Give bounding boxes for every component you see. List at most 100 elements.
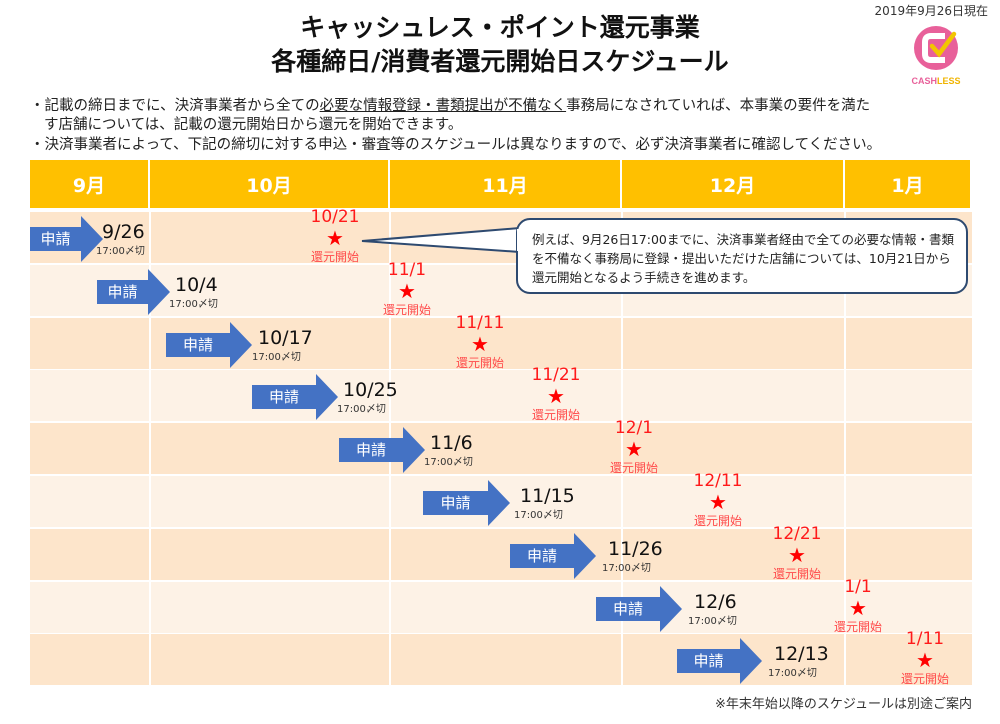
deadline-date: 12/13 <box>774 643 829 666</box>
apply-label: 申請 <box>526 546 557 565</box>
start-date: 11/21 <box>531 365 581 386</box>
footnote: ※年末年始以降のスケジュールは別途ご案内 <box>715 697 972 712</box>
start-date: 12/21 <box>772 523 822 544</box>
start-label: 還元開始 <box>772 566 821 581</box>
apply-label: 申請 <box>693 652 724 671</box>
apply-label: 申請 <box>268 388 299 407</box>
deadline-date: 10/4 <box>175 273 218 296</box>
star-icon: ★ <box>625 437 643 462</box>
start-date: 12/11 <box>693 471 743 491</box>
start-date: 10/21 <box>310 207 360 227</box>
month-header: 11月 <box>390 160 622 208</box>
deadline: 12/6 17:00〆切 <box>688 590 737 627</box>
schedule-row <box>30 370 972 422</box>
deadline-date: 11/26 <box>608 537 663 560</box>
arrow-shape <box>677 638 762 685</box>
month-header: 1月 <box>845 160 972 208</box>
deadline-time: 17:00〆切 <box>514 510 563 521</box>
arrow-shape <box>30 216 103 262</box>
star-icon: ★ <box>326 226 344 250</box>
apply-label: 申請 <box>40 230 71 248</box>
apply-arrow: 申請 <box>677 635 762 691</box>
apply-arrow: 申請 <box>166 319 252 375</box>
apply-arrow: 申請 <box>339 424 425 480</box>
apply-arrow: 申請 <box>97 266 170 322</box>
deadline: 12/13 17:00〆切 <box>768 643 829 679</box>
deadline-date: 12/6 <box>694 590 737 613</box>
schedule-row <box>30 528 972 580</box>
deadline-time: 17:00〆切 <box>96 246 145 257</box>
as-of-date: 2019年9月26日現在 <box>874 4 988 18</box>
start-label: 還元開始 <box>382 302 431 317</box>
deadline-date: 11/15 <box>520 485 575 507</box>
arrow-shape <box>510 532 596 579</box>
star-icon: ★ <box>788 542 806 567</box>
start-date: 12/1 <box>614 418 654 439</box>
refund-start: 12/1 ★ 還元開始 <box>594 418 674 476</box>
apply-arrow: 申請 <box>510 530 596 586</box>
example-callout: 例えば、9月26日17:00までに、決済事業者経由で全ての必要な情報・書類を不備… <box>516 218 968 294</box>
star-icon: ★ <box>709 490 727 514</box>
column-divider <box>149 210 151 685</box>
deadline: 10/4 17:00〆切 <box>169 273 218 310</box>
deadline-time: 17:00〆切 <box>252 351 301 363</box>
schedule-row <box>30 634 972 686</box>
refund-start: 10/21 ★ 還元開始 <box>295 207 375 265</box>
refund-start: 11/11 ★ 還元開始 <box>440 313 520 371</box>
refund-start: 1/1 ★ 還元開始 <box>818 577 898 635</box>
apply-arrow: 申請 <box>423 477 510 533</box>
start-label: 還元開始 <box>455 355 504 370</box>
note-1-line2: す店舗については、記載の還元開始日から還元を開始できます。 <box>44 117 463 133</box>
deadline: 11/26 17:00〆切 <box>602 537 663 574</box>
start-label: 還元開始 <box>531 408 580 423</box>
deadline: 10/25 17:00〆切 <box>337 380 398 415</box>
apply-label: 申請 <box>440 494 471 512</box>
schedule-row <box>30 423 972 475</box>
deadline-time: 17:00〆切 <box>768 668 817 680</box>
apply-label: 申請 <box>612 599 643 618</box>
deadline-time: 17:00〆切 <box>424 457 473 469</box>
month-header: 10月 <box>150 160 390 208</box>
start-label: 還元開始 <box>833 619 882 634</box>
arrow-shape <box>423 480 510 526</box>
cashless-logo: CASHLESS <box>908 24 964 88</box>
column-divider <box>621 210 623 685</box>
star-icon: ★ <box>398 278 416 303</box>
deadline-time: 17:00〆切 <box>169 298 218 310</box>
callout-pointer-mask <box>517 229 523 251</box>
arrow-shape <box>252 374 338 421</box>
svg-text:CASHLESS: CASHLESS <box>911 76 960 86</box>
deadline-date: 10/17 <box>258 326 313 349</box>
deadline-date: 11/6 <box>430 432 473 455</box>
deadline-time: 17:00〆切 <box>602 562 651 574</box>
page-title: キャッシュレス・ポイント還元事業 <box>300 13 700 42</box>
apply-arrow: 申請 <box>252 371 338 427</box>
note-1-text: ・記載の締日までに、決済事業者から全ての <box>30 98 320 114</box>
refund-start: 11/21 ★ 還元開始 <box>516 365 596 423</box>
start-label: 還元開始 <box>310 250 359 264</box>
arrow-shape <box>97 268 170 315</box>
apply-arrow: 申請 <box>596 583 682 639</box>
star-icon: ★ <box>547 384 565 409</box>
start-date: 11/1 <box>387 259 427 280</box>
refund-start: 1/11 ★ 還元開始 <box>885 629 965 687</box>
start-label: 還元開始 <box>609 461 658 476</box>
apply-arrow: 申請 <box>30 213 103 269</box>
start-date: 1/11 <box>905 629 945 650</box>
star-icon: ★ <box>471 331 489 356</box>
refund-start: 12/21 ★ 還元開始 <box>757 524 837 582</box>
start-date: 1/1 <box>844 576 872 597</box>
month-header: 12月 <box>622 160 845 208</box>
page-subtitle: 各種締日/消費者還元開始日スケジュール <box>271 47 729 76</box>
start-label: 還元開始 <box>693 514 742 528</box>
deadline: 11/6 17:00〆切 <box>424 432 473 468</box>
apply-label: 申請 <box>182 335 213 354</box>
note-1: ・記載の締日までに、決済事業者から全ての必要な情報登録・書類提出が不備なく事務局… <box>30 94 870 115</box>
note-1-underlined: 必要な情報登録・書類提出が不備なく <box>319 98 567 114</box>
note-1-text-end: 事務局になされていれば、本事業の要件を満た <box>566 98 871 114</box>
arrow-shape <box>166 321 252 368</box>
deadline: 10/17 17:00〆切 <box>252 326 313 363</box>
apply-label: 申請 <box>355 441 386 460</box>
start-label: 還元開始 <box>900 672 949 687</box>
deadline: 11/15 17:00〆切 <box>514 485 575 521</box>
